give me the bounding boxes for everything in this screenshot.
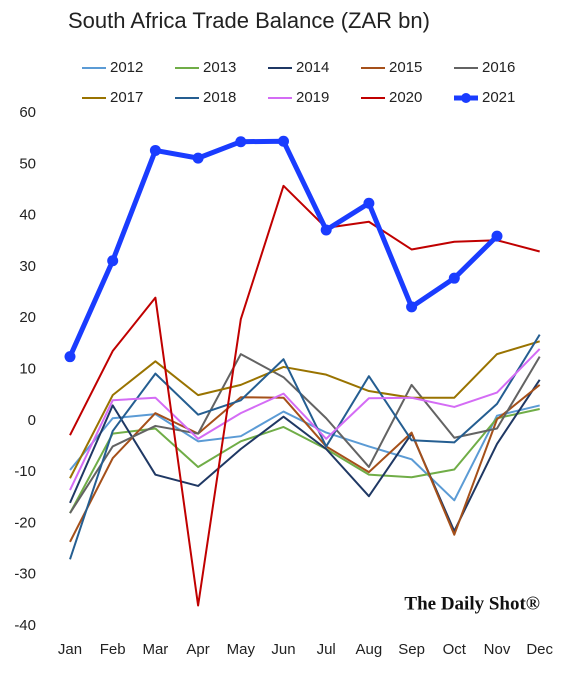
- legend-label: 2019: [296, 89, 329, 106]
- legend-label: 2016: [482, 59, 515, 76]
- y-tick-label: -10: [14, 463, 36, 480]
- point-marker: [235, 136, 247, 148]
- legend-label: 2015: [389, 59, 422, 76]
- series-line: [69, 384, 541, 543]
- x-tick-label: May: [227, 641, 256, 658]
- series-line: [69, 408, 540, 514]
- point-marker: [192, 152, 204, 164]
- y-tick-label: 40: [19, 207, 36, 224]
- x-tick-label: Jun: [271, 641, 295, 658]
- legend-label: 2020: [389, 89, 422, 106]
- legend-marker: [461, 93, 471, 103]
- y-tick-label: 50: [19, 155, 36, 172]
- x-tick-label: Sep: [398, 641, 425, 658]
- x-tick-label: Oct: [443, 641, 467, 658]
- y-tick-label: 60: [19, 104, 36, 121]
- point-marker: [149, 144, 161, 156]
- legend-label: 2013: [203, 59, 236, 76]
- point-marker: [64, 351, 76, 363]
- point-marker: [406, 301, 418, 313]
- point-marker: [278, 135, 289, 147]
- x-tick-label: Mar: [142, 641, 168, 658]
- legend-label: 2017: [110, 89, 143, 106]
- x-tick-label: Aug: [356, 641, 383, 658]
- series-line: [69, 334, 541, 560]
- x-tick-label: Jan: [58, 641, 82, 658]
- series-line: [69, 340, 540, 479]
- x-tick-label: Feb: [100, 641, 126, 658]
- legend-label: 2021: [482, 89, 515, 106]
- x-tick-label: Dec: [526, 641, 553, 658]
- chart-title: South Africa Trade Balance (ZAR bn): [68, 8, 430, 33]
- y-tick-label: -20: [14, 514, 36, 531]
- y-tick-label: 30: [19, 258, 36, 275]
- x-tick-label: Nov: [484, 641, 511, 658]
- x-tick-label: Apr: [186, 641, 209, 658]
- series-line: [69, 184, 540, 607]
- legend-label: 2012: [110, 59, 143, 76]
- watermark: The Daily Shot®: [404, 593, 540, 614]
- point-marker: [107, 255, 119, 267]
- point-marker: [448, 272, 460, 284]
- y-tick-label: 0: [28, 412, 36, 429]
- legend-label: 2018: [203, 89, 236, 106]
- x-tick-label: Jul: [317, 641, 336, 658]
- point-marker: [320, 224, 332, 236]
- y-tick-label: 10: [19, 360, 36, 377]
- series-line: [69, 348, 541, 491]
- point-marker: [363, 197, 375, 209]
- y-tick-label: 20: [19, 309, 36, 326]
- legend-label: 2014: [296, 59, 329, 76]
- y-tick-label: -40: [14, 617, 36, 634]
- point-marker: [491, 230, 503, 242]
- y-tick-label: -30: [14, 566, 36, 583]
